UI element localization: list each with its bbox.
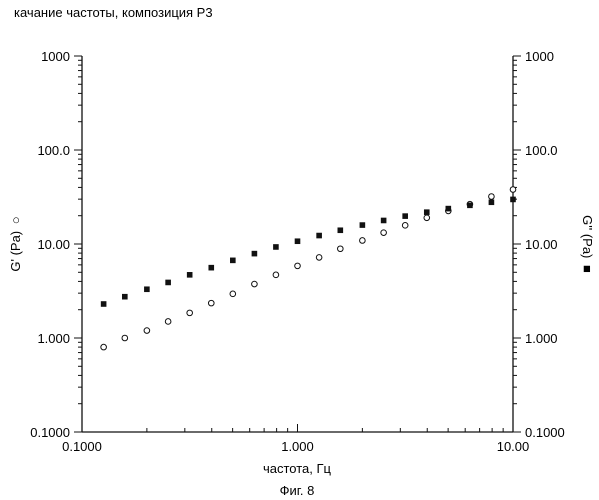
- y-tick-label-left: 0.1000: [30, 425, 70, 440]
- points-layer: [101, 187, 516, 350]
- x-axis-label: частота, Гц: [263, 461, 332, 476]
- g-double-prime-point: [316, 233, 322, 239]
- y-tick-label-right: 1.000: [525, 331, 558, 346]
- g-double-prime-point: [122, 294, 128, 300]
- y-axis-right-label-text: G'' (Pa): [580, 215, 595, 258]
- y-axis-left-label-text: G' (Pa): [8, 231, 23, 272]
- y-tick-label-right: 0.1000: [525, 425, 565, 440]
- x-tick-label: 1.000: [281, 439, 314, 454]
- y-tick-label-left: 10.00: [37, 237, 70, 252]
- g-double-prime-point: [510, 197, 516, 203]
- g-prime-point: [273, 272, 279, 278]
- g-double-prime-point: [381, 218, 387, 224]
- g-prime-point: [424, 215, 430, 221]
- svg-text:G'' (Pa) ■: G'' (Pa) ■: [580, 215, 595, 273]
- g-double-prime-point: [252, 251, 258, 257]
- g-double-prime-point: [360, 222, 366, 228]
- g-double-prime-point: [101, 301, 107, 307]
- y-tick-label-right: 1000: [525, 49, 554, 64]
- chart-title: качание частоты, композиция Р3: [14, 5, 213, 20]
- g-prime-point: [122, 335, 128, 341]
- g-prime-point: [144, 328, 150, 334]
- y-axis-right-marker: ■: [580, 265, 595, 273]
- g-double-prime-point: [467, 203, 473, 209]
- g-double-prime-point: [424, 209, 430, 215]
- g-prime-point: [165, 319, 171, 325]
- y-tick-label-left: 100.0: [37, 143, 70, 158]
- g-prime-point: [230, 291, 236, 297]
- y-tick-label-right: 100.0: [525, 143, 558, 158]
- g-double-prime-point: [273, 244, 279, 250]
- figure-caption: Фиг. 8: [280, 483, 315, 498]
- g-double-prime-point: [338, 227, 344, 233]
- g-prime-point: [252, 281, 258, 287]
- svg-text:G' (Pa) ○: G' (Pa) ○: [8, 216, 23, 271]
- g-double-prime-point: [402, 213, 408, 219]
- y-tick-label-left: 1000: [41, 49, 70, 64]
- g-double-prime-point: [489, 199, 495, 205]
- tick-labels-layer: 0.10000.10001.0001.00010.0010.00100.0100…: [30, 49, 565, 454]
- g-prime-point: [489, 194, 495, 200]
- y-axis-right-label: G'' (Pa) ■: [580, 215, 595, 273]
- g-prime-point: [360, 238, 366, 244]
- g-prime-point: [295, 263, 301, 269]
- g-prime-point: [338, 246, 344, 252]
- g-prime-point: [101, 344, 107, 350]
- g-double-prime-point: [208, 265, 214, 271]
- g-double-prime-point: [230, 258, 236, 264]
- x-tick-label: 0.1000: [62, 439, 102, 454]
- g-double-prime-point: [165, 280, 171, 286]
- g-double-prime-point: [295, 238, 301, 244]
- y-axis-left-label: G' (Pa) ○: [8, 216, 23, 271]
- g-prime-point: [381, 230, 387, 236]
- g-prime-point: [208, 300, 214, 306]
- x-tick-label: 10.00: [497, 439, 530, 454]
- g-double-prime-point: [187, 272, 193, 278]
- g-prime-point: [402, 223, 408, 229]
- y-axis-left-marker: ○: [8, 216, 23, 224]
- g-prime-point: [316, 255, 322, 261]
- g-prime-point: [510, 187, 516, 193]
- g-prime-point: [187, 310, 193, 316]
- g-double-prime-point: [446, 206, 452, 212]
- y-tick-label-right: 10.00: [525, 237, 558, 252]
- g-double-prime-point: [144, 286, 150, 292]
- y-tick-label-left: 1.000: [37, 331, 70, 346]
